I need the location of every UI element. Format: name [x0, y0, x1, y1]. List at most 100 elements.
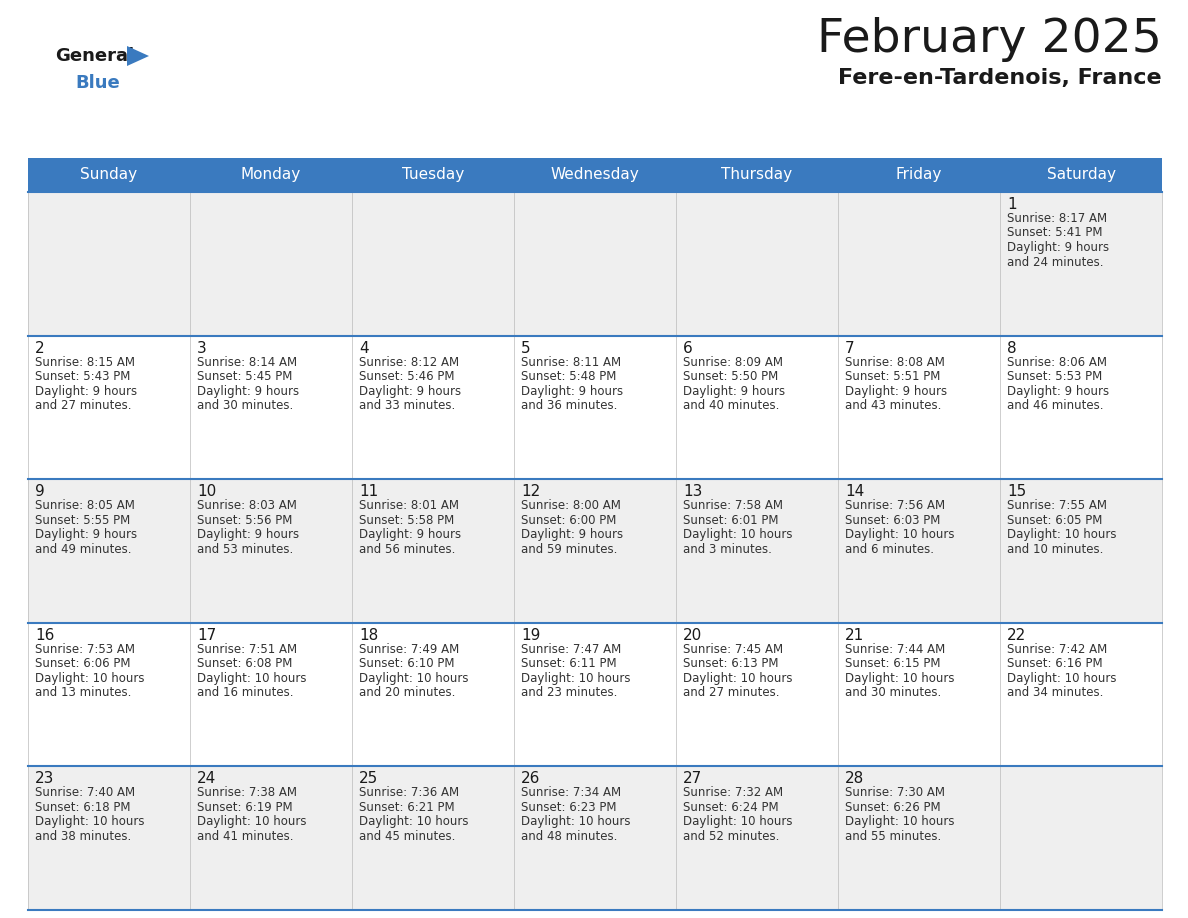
Text: Sunset: 5:51 PM: Sunset: 5:51 PM: [845, 370, 941, 383]
Bar: [29, 767, 1162, 910]
Text: 19: 19: [522, 628, 541, 643]
Text: Sunrise: 8:03 AM: Sunrise: 8:03 AM: [197, 499, 297, 512]
Text: Daylight: 9 hours: Daylight: 9 hours: [34, 385, 137, 397]
Text: and 30 minutes.: and 30 minutes.: [197, 399, 293, 412]
Text: 28: 28: [845, 771, 864, 787]
Text: Daylight: 9 hours: Daylight: 9 hours: [522, 385, 624, 397]
Text: and 41 minutes.: and 41 minutes.: [197, 830, 293, 843]
Bar: [29, 479, 1162, 622]
Text: and 56 minutes.: and 56 minutes.: [359, 543, 455, 555]
Text: Daylight: 10 hours: Daylight: 10 hours: [34, 815, 145, 828]
Text: and 46 minutes.: and 46 minutes.: [1007, 399, 1104, 412]
Text: and 3 minutes.: and 3 minutes.: [683, 543, 772, 555]
Text: 3: 3: [197, 341, 207, 355]
Text: Fere-en-Tardenois, France: Fere-en-Tardenois, France: [839, 68, 1162, 88]
Text: Daylight: 10 hours: Daylight: 10 hours: [1007, 672, 1117, 685]
Text: Daylight: 10 hours: Daylight: 10 hours: [1007, 528, 1117, 542]
Text: Sunrise: 7:55 AM: Sunrise: 7:55 AM: [1007, 499, 1107, 512]
Text: 24: 24: [197, 771, 216, 787]
Text: Daylight: 9 hours: Daylight: 9 hours: [197, 385, 299, 397]
Text: Sunrise: 8:17 AM: Sunrise: 8:17 AM: [1007, 212, 1107, 225]
Text: and 34 minutes.: and 34 minutes.: [1007, 687, 1104, 700]
Text: Daylight: 10 hours: Daylight: 10 hours: [359, 672, 468, 685]
Text: Daylight: 9 hours: Daylight: 9 hours: [683, 385, 785, 397]
Text: Tuesday: Tuesday: [402, 167, 465, 183]
Text: Sunrise: 8:06 AM: Sunrise: 8:06 AM: [1007, 355, 1107, 369]
Text: 6: 6: [683, 341, 693, 355]
Text: 16: 16: [34, 628, 55, 643]
Text: 14: 14: [845, 484, 864, 499]
Text: Daylight: 9 hours: Daylight: 9 hours: [1007, 241, 1110, 254]
Text: Sunset: 6:26 PM: Sunset: 6:26 PM: [845, 800, 941, 814]
Text: Sunrise: 8:08 AM: Sunrise: 8:08 AM: [845, 355, 944, 369]
Text: 13: 13: [683, 484, 702, 499]
Text: 1: 1: [1007, 197, 1017, 212]
Text: and 55 minutes.: and 55 minutes.: [845, 830, 941, 843]
Text: Daylight: 10 hours: Daylight: 10 hours: [845, 528, 954, 542]
Text: Sunrise: 7:56 AM: Sunrise: 7:56 AM: [845, 499, 946, 512]
Bar: [29, 336, 1162, 479]
Text: Sunrise: 7:42 AM: Sunrise: 7:42 AM: [1007, 643, 1107, 655]
Text: Daylight: 9 hours: Daylight: 9 hours: [359, 528, 461, 542]
Text: and 16 minutes.: and 16 minutes.: [197, 687, 293, 700]
Text: Sunset: 6:21 PM: Sunset: 6:21 PM: [359, 800, 455, 814]
Text: Daylight: 10 hours: Daylight: 10 hours: [683, 528, 792, 542]
Text: and 27 minutes.: and 27 minutes.: [34, 399, 132, 412]
Text: and 20 minutes.: and 20 minutes.: [359, 687, 455, 700]
Text: Daylight: 9 hours: Daylight: 9 hours: [845, 385, 947, 397]
Text: Sunset: 5:48 PM: Sunset: 5:48 PM: [522, 370, 617, 383]
Text: Sunrise: 7:58 AM: Sunrise: 7:58 AM: [683, 499, 783, 512]
Text: and 33 minutes.: and 33 minutes.: [359, 399, 455, 412]
Text: and 45 minutes.: and 45 minutes.: [359, 830, 455, 843]
Text: Sunset: 5:50 PM: Sunset: 5:50 PM: [683, 370, 778, 383]
Text: Sunrise: 7:36 AM: Sunrise: 7:36 AM: [359, 787, 459, 800]
Text: Sunrise: 8:11 AM: Sunrise: 8:11 AM: [522, 355, 621, 369]
Text: Sunrise: 7:40 AM: Sunrise: 7:40 AM: [34, 787, 135, 800]
Text: Daylight: 9 hours: Daylight: 9 hours: [1007, 385, 1110, 397]
Text: Saturday: Saturday: [1047, 167, 1116, 183]
Text: 7: 7: [845, 341, 854, 355]
Text: 25: 25: [359, 771, 378, 787]
Text: Daylight: 10 hours: Daylight: 10 hours: [845, 815, 954, 828]
Bar: [29, 192, 1162, 336]
Text: Sunset: 6:24 PM: Sunset: 6:24 PM: [683, 800, 778, 814]
Text: Sunset: 5:45 PM: Sunset: 5:45 PM: [197, 370, 292, 383]
Text: and 10 minutes.: and 10 minutes.: [1007, 543, 1104, 555]
Text: Sunset: 5:56 PM: Sunset: 5:56 PM: [197, 514, 292, 527]
Text: Wednesday: Wednesday: [550, 167, 639, 183]
Text: 2: 2: [34, 341, 45, 355]
Text: and 52 minutes.: and 52 minutes.: [683, 830, 779, 843]
Text: Sunrise: 8:14 AM: Sunrise: 8:14 AM: [197, 355, 297, 369]
Text: and 23 minutes.: and 23 minutes.: [522, 687, 618, 700]
Text: Sunrise: 7:49 AM: Sunrise: 7:49 AM: [359, 643, 460, 655]
Text: and 36 minutes.: and 36 minutes.: [522, 399, 618, 412]
Text: Daylight: 10 hours: Daylight: 10 hours: [522, 672, 631, 685]
Text: Sunset: 6:23 PM: Sunset: 6:23 PM: [522, 800, 617, 814]
Text: Sunrise: 7:38 AM: Sunrise: 7:38 AM: [197, 787, 297, 800]
Text: and 38 minutes.: and 38 minutes.: [34, 830, 131, 843]
Text: Sunset: 5:53 PM: Sunset: 5:53 PM: [1007, 370, 1102, 383]
Bar: [29, 158, 1162, 192]
Text: Sunset: 6:16 PM: Sunset: 6:16 PM: [1007, 657, 1102, 670]
Text: 27: 27: [683, 771, 702, 787]
Text: Daylight: 9 hours: Daylight: 9 hours: [34, 528, 137, 542]
Text: 18: 18: [359, 628, 378, 643]
Text: Monday: Monday: [241, 167, 301, 183]
Text: 8: 8: [1007, 341, 1017, 355]
Text: Sunset: 6:08 PM: Sunset: 6:08 PM: [197, 657, 292, 670]
Text: Sunset: 6:18 PM: Sunset: 6:18 PM: [34, 800, 131, 814]
Text: 23: 23: [34, 771, 55, 787]
Text: Sunset: 5:55 PM: Sunset: 5:55 PM: [34, 514, 131, 527]
Text: Friday: Friday: [896, 167, 942, 183]
Text: and 30 minutes.: and 30 minutes.: [845, 687, 941, 700]
Text: and 53 minutes.: and 53 minutes.: [197, 543, 293, 555]
Text: and 43 minutes.: and 43 minutes.: [845, 399, 941, 412]
Text: Daylight: 10 hours: Daylight: 10 hours: [683, 672, 792, 685]
Text: Daylight: 10 hours: Daylight: 10 hours: [197, 815, 307, 828]
Text: 22: 22: [1007, 628, 1026, 643]
Text: Sunrise: 7:34 AM: Sunrise: 7:34 AM: [522, 787, 621, 800]
Text: and 59 minutes.: and 59 minutes.: [522, 543, 618, 555]
Text: Blue: Blue: [75, 74, 120, 92]
Text: Sunrise: 7:45 AM: Sunrise: 7:45 AM: [683, 643, 783, 655]
Text: Sunrise: 8:00 AM: Sunrise: 8:00 AM: [522, 499, 621, 512]
